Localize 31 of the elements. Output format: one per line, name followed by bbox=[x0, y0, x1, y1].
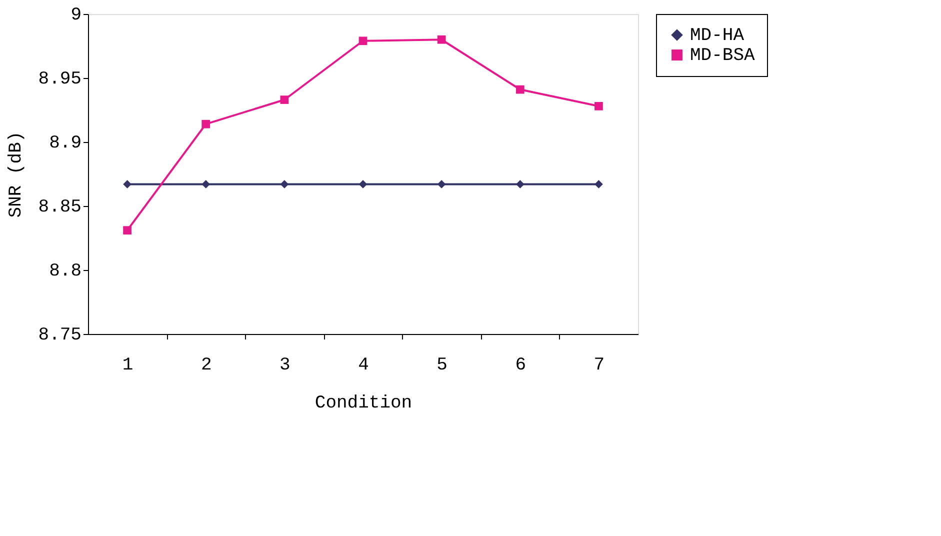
point bbox=[437, 35, 446, 44]
x-tick-label: 4 bbox=[358, 356, 369, 376]
x-tick-label: 5 bbox=[436, 356, 448, 376]
point bbox=[202, 180, 210, 188]
point bbox=[280, 96, 289, 104]
x-tick-label: 7 bbox=[594, 356, 605, 376]
x-tick-label: 3 bbox=[280, 356, 290, 376]
y-tick-label: 8.9 bbox=[49, 134, 82, 154]
y-tick-label: 8.95 bbox=[38, 70, 82, 90]
legend-label: MD-BSA bbox=[690, 46, 756, 66]
y-tick-label: 8.85 bbox=[38, 198, 82, 218]
point bbox=[594, 180, 603, 188]
point bbox=[202, 120, 210, 128]
point bbox=[280, 180, 289, 188]
point bbox=[516, 85, 524, 94]
point bbox=[516, 180, 524, 188]
point bbox=[123, 226, 132, 235]
y-tick-label: 8.75 bbox=[38, 326, 82, 346]
y-axis-title: SNR (dB) bbox=[6, 131, 26, 218]
point bbox=[437, 180, 446, 188]
point bbox=[358, 36, 368, 46]
legend-label: MD-HA bbox=[690, 26, 744, 46]
x-tick-label: 2 bbox=[200, 356, 212, 376]
point bbox=[123, 180, 132, 188]
point bbox=[594, 102, 603, 110]
y-tick-label: 9 bbox=[70, 6, 82, 26]
point bbox=[358, 180, 368, 188]
x-tick-label: 1 bbox=[122, 356, 134, 376]
x-axis-title: Condition bbox=[314, 394, 412, 414]
y-tick-label: 8.8 bbox=[49, 262, 82, 282]
x-tick-label: 6 bbox=[515, 356, 526, 376]
